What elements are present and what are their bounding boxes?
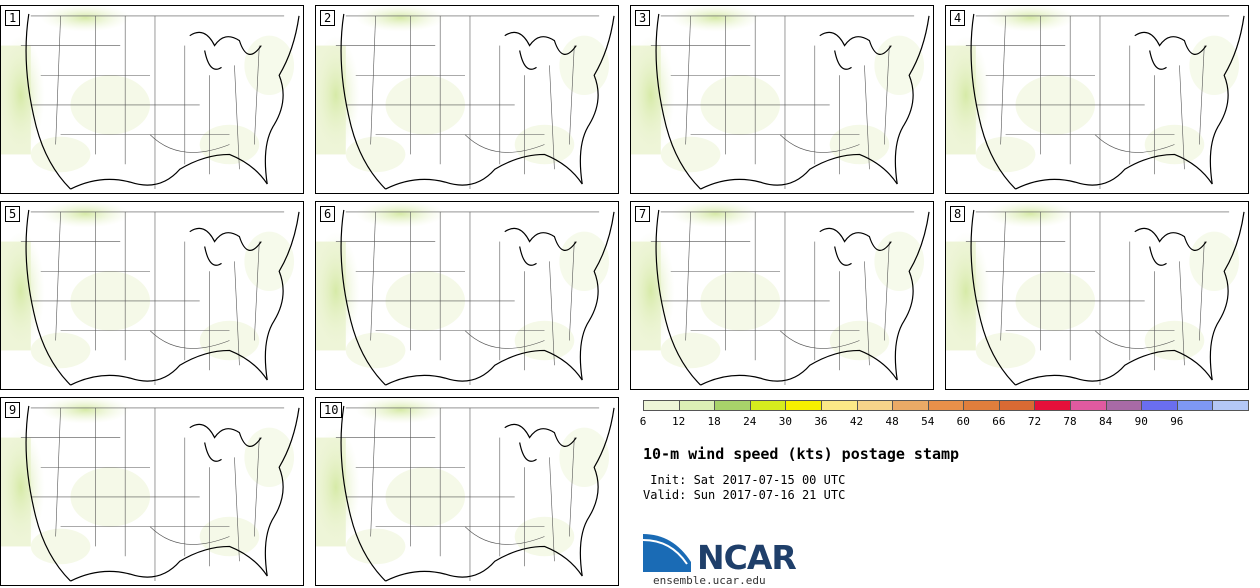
colorbar-segment — [678, 400, 716, 411]
valid-time: Valid: Sun 2017-07-16 21 UTC — [643, 488, 846, 502]
colorbar-tick-label: 96 — [1170, 415, 1184, 428]
member-number: 2 — [320, 10, 336, 26]
colorbar-segment — [1070, 400, 1107, 411]
member-number: 5 — [5, 206, 21, 222]
postage-stamp-panel: 6 — [315, 201, 619, 390]
colorbar-segment — [1141, 400, 1178, 411]
postage-stamp-panel: 1 — [0, 5, 304, 194]
colorbar-tick-label: 90 — [1134, 415, 1148, 428]
init-time: Init: Sat 2017-07-15 00 UTC — [643, 473, 846, 487]
colorbar-tick-label: 30 — [778, 415, 792, 428]
page-title: 10-m wind speed (kts) postage stamp — [643, 445, 960, 463]
postage-stamp-panel: 8 — [945, 201, 1249, 390]
colorbar-tick-label: 42 — [849, 415, 864, 428]
colorbar-tick-label: 60 — [956, 415, 970, 428]
colorbar-tick-label: 24 — [743, 415, 757, 428]
us-map — [316, 398, 615, 582]
colorbar-tick-label: 66 — [992, 415, 1006, 428]
colorbar — [643, 400, 1249, 411]
colorbar-segment — [892, 400, 929, 411]
member-number: 1 — [5, 10, 21, 26]
colorbar-segment — [1034, 400, 1072, 411]
site-url[interactable]: ensemble.ucar.edu — [653, 574, 766, 587]
colorbar-tick-label: 6 — [639, 415, 647, 428]
us-map — [316, 202, 615, 386]
colorbar-segment — [749, 400, 787, 411]
colorbar-segment — [1105, 400, 1143, 411]
postage-stamp-panel: 3 — [630, 5, 934, 194]
colorbar-segment — [785, 400, 822, 411]
postage-stamp-panel: 4 — [945, 5, 1249, 194]
colorbar-tick-label: 72 — [1027, 415, 1042, 428]
member-number: 8 — [950, 206, 966, 222]
postage-stamp-panel: 10 — [315, 397, 619, 586]
colorbar-segment — [927, 400, 965, 411]
colorbar-segment — [1176, 400, 1214, 411]
ncar-logo-text: NCAR — [697, 538, 797, 577]
colorbar-tick-label: 48 — [885, 415, 899, 428]
postage-stamp-panel: 5 — [0, 201, 304, 390]
colorbar-segment — [998, 400, 1036, 411]
us-map — [631, 202, 930, 386]
colorbar-tick-label: 54 — [921, 415, 935, 428]
colorbar-tick-label: 12 — [671, 415, 686, 428]
colorbar-tick-label: 78 — [1063, 415, 1077, 428]
member-number: 4 — [950, 10, 966, 26]
us-map — [946, 6, 1245, 190]
us-map — [1, 202, 300, 386]
us-map — [316, 6, 615, 190]
colorbar-segment — [1212, 400, 1249, 411]
member-number: 6 — [320, 206, 336, 222]
ncar-logo-icon — [643, 534, 691, 572]
us-map — [1, 398, 300, 582]
colorbar-segment — [714, 400, 751, 411]
postage-stamp-panel: 9 — [0, 397, 304, 586]
us-map — [1, 6, 300, 190]
colorbar-segment — [643, 400, 680, 411]
colorbar-tick-label: 18 — [707, 415, 721, 428]
colorbar-tick-label: 36 — [814, 415, 828, 428]
us-map — [631, 6, 930, 190]
member-number: 10 — [320, 402, 343, 418]
colorbar-segment — [856, 400, 894, 411]
postage-stamp-panel: 2 — [315, 5, 619, 194]
colorbar-segment — [820, 400, 858, 411]
postage-stamp-panel: 7 — [630, 201, 934, 390]
colorbar-segment — [963, 400, 1000, 411]
member-number: 7 — [635, 206, 651, 222]
member-number: 9 — [5, 402, 21, 418]
us-map — [946, 202, 1245, 386]
colorbar-tick-label: 84 — [1099, 415, 1113, 428]
member-number: 3 — [635, 10, 651, 26]
